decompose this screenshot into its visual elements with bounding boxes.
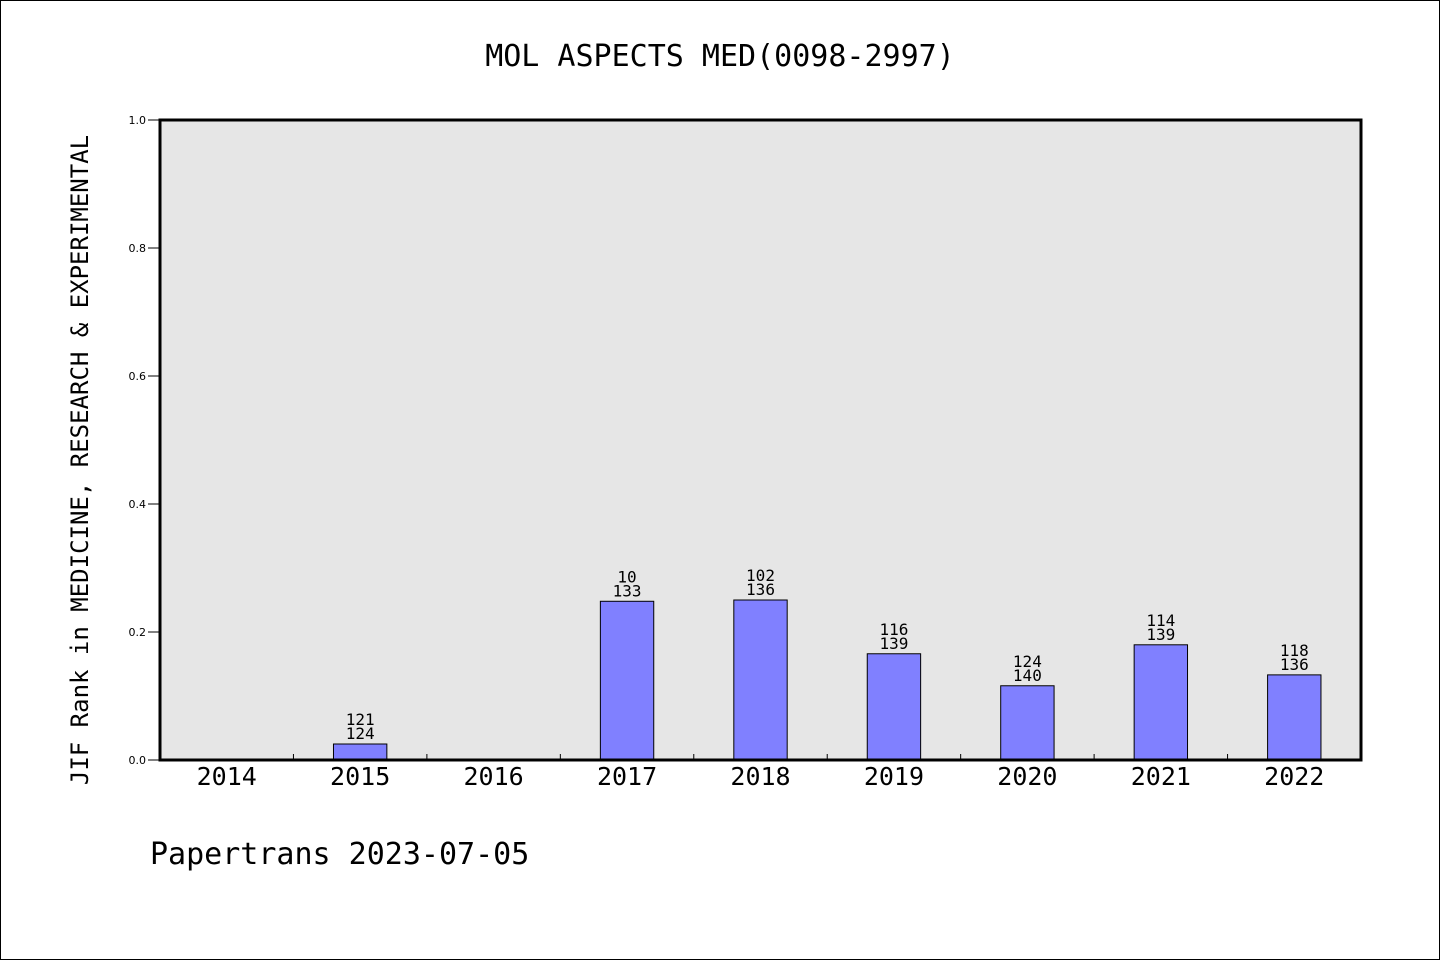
bar-label-total: 139	[1146, 625, 1175, 644]
x-tick-label: 2015	[330, 762, 390, 791]
bar-2019	[866, 653, 922, 761]
bar-label-rank: 124	[1013, 652, 1042, 671]
x-tick-label: 2019	[864, 762, 924, 791]
bar-2020	[1000, 685, 1055, 761]
bar-label-total: 139	[879, 634, 908, 653]
bar-2018	[733, 599, 788, 761]
y-tick-label: 0.6	[129, 370, 147, 383]
bar-2015	[332, 743, 388, 761]
y-ticks-group: 0.0 0.2 0.4 0.6 0.8 1.0	[129, 114, 160, 767]
bar-labels-group: 1211241013310213611613912414011413911813…	[346, 566, 1309, 743]
x-tick-label: 2018	[730, 762, 790, 791]
x-tick-label: 2020	[997, 762, 1057, 791]
y-tick-label: 0.2	[129, 626, 147, 639]
y-tick-label: 0.8	[129, 242, 147, 255]
bar-label-total: 124	[346, 724, 375, 743]
bar-label-rank: 121	[346, 710, 375, 729]
y-tick-label: 0.0	[129, 754, 147, 767]
x-tick-label: 2021	[1131, 762, 1191, 791]
bar-label-total: 136	[1280, 655, 1309, 674]
bar-label-rank: 116	[879, 620, 908, 639]
bars-group	[332, 599, 1322, 761]
x-ticks-group: 2014 2015 2016 2017 2018 2019 2020 2021 2022	[197, 754, 1324, 791]
bar-label-rank: 102	[746, 566, 775, 585]
bar-label-rank: 118	[1280, 641, 1309, 660]
bar-label-rank: 10	[617, 567, 636, 586]
bar-label-total: 133	[613, 581, 642, 600]
x-tick-label: 2016	[464, 762, 524, 791]
footer-source-date: Papertrans 2023-07-05	[150, 837, 529, 872]
x-tick-label: 2022	[1264, 762, 1324, 791]
bar-2021	[1133, 644, 1189, 761]
x-tick-label: 2017	[597, 762, 657, 791]
x-tick-label: 2014	[197, 762, 257, 791]
plot-border	[158, 118, 1363, 762]
bar-2017	[599, 600, 655, 761]
bar-2022	[1267, 674, 1322, 761]
bar-label-rank: 114	[1146, 611, 1175, 630]
y-axis-label: JIF Rank in MEDICINE, RESEARCH & EXPERIM…	[66, 135, 94, 785]
y-tick-label: 0.4	[129, 498, 147, 511]
bar-label-total: 136	[746, 580, 775, 599]
y-tick-label: 1.0	[129, 114, 147, 127]
chart-title: MOL ASPECTS MED(0098-2997)	[485, 39, 955, 74]
bar-label-total: 140	[1013, 666, 1042, 685]
